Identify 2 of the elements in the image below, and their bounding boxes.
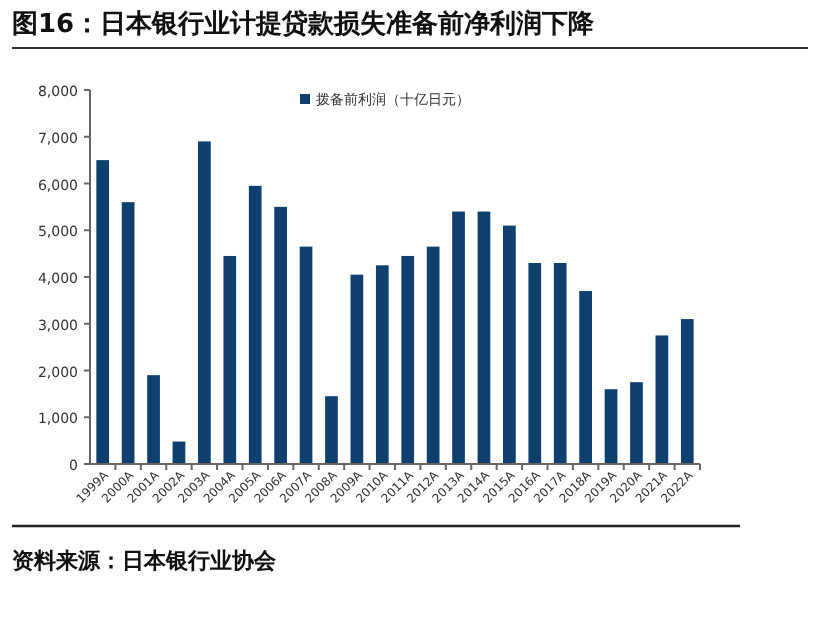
text: 资料来源：日本银行业协会: [12, 548, 278, 574]
chart-title: 图16：日本银行业计提贷款损失准备前净利润下降: [12, 8, 597, 40]
